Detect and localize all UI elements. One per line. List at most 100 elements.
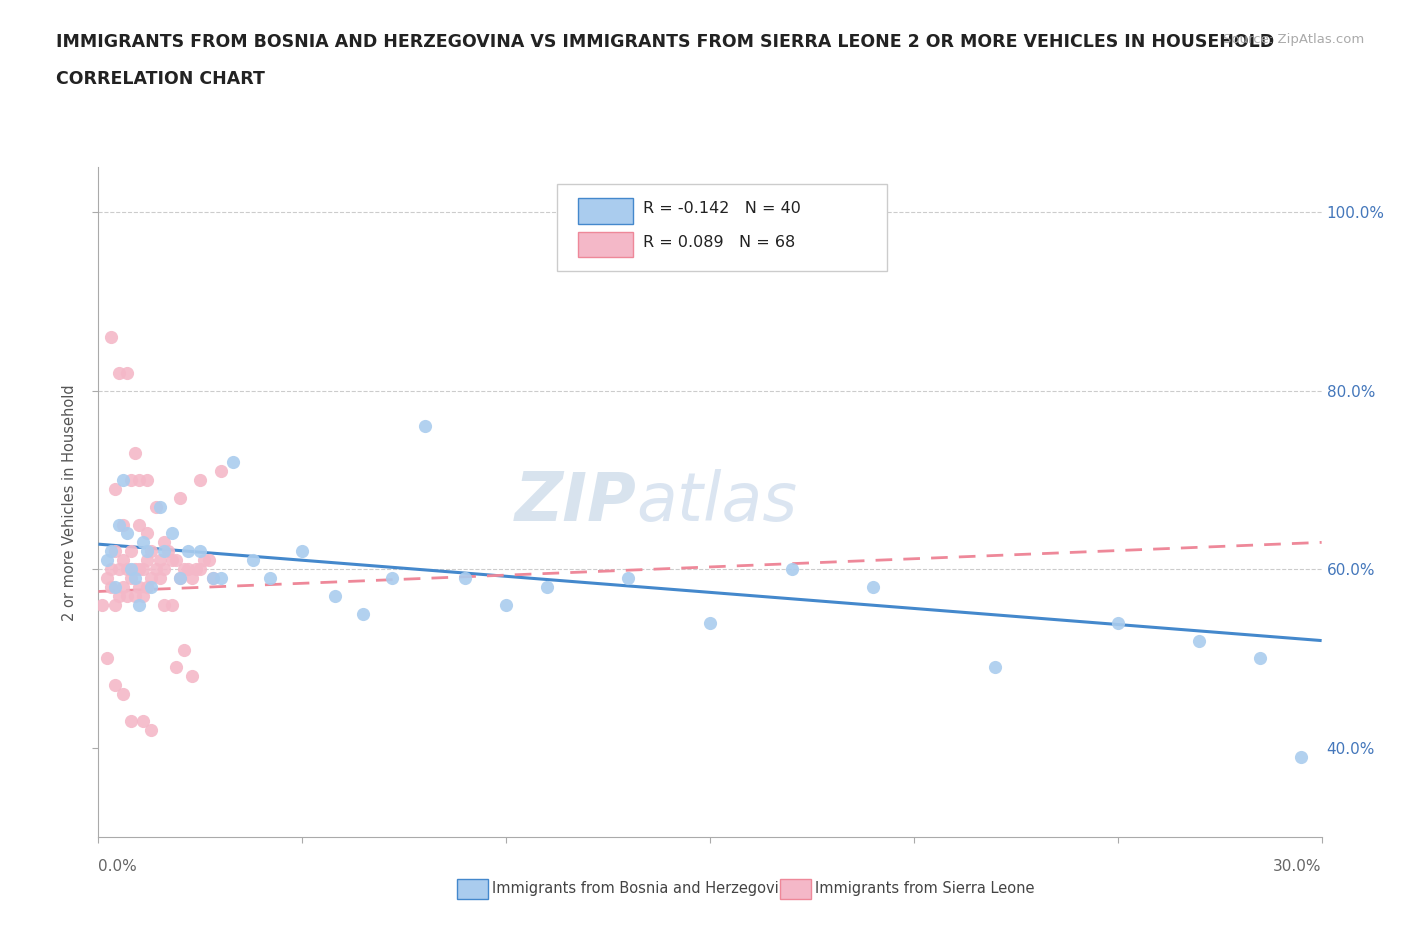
Point — [209, 571, 232, 586]
Point — [115, 526, 138, 541]
Point — [96, 552, 118, 567]
Point — [100, 562, 122, 577]
Point — [132, 535, 155, 550]
Point — [188, 544, 212, 559]
Point — [617, 571, 640, 586]
Point — [152, 597, 174, 612]
Point — [132, 562, 155, 577]
Point — [111, 579, 134, 594]
Point — [1188, 633, 1211, 648]
Point — [201, 571, 224, 586]
Point — [128, 472, 150, 487]
Point — [91, 597, 114, 612]
Point — [128, 517, 150, 532]
Point — [104, 579, 127, 594]
Point — [136, 526, 159, 541]
Point — [1107, 616, 1129, 631]
Point — [111, 552, 134, 567]
Point — [152, 562, 174, 577]
Point — [96, 571, 118, 586]
Point — [104, 482, 127, 497]
Point — [188, 562, 212, 577]
Point — [136, 544, 159, 559]
Text: IMMIGRANTS FROM BOSNIA AND HERZEGOVINA VS IMMIGRANTS FROM SIERRA LEONE 2 OR MORE: IMMIGRANTS FROM BOSNIA AND HERZEGOVINA V… — [56, 33, 1274, 50]
Point — [454, 571, 477, 586]
Point — [128, 597, 150, 612]
Point — [181, 669, 204, 684]
Point — [197, 552, 219, 567]
Point — [111, 472, 134, 487]
Point — [222, 455, 245, 470]
Point — [149, 571, 172, 586]
Point — [108, 562, 131, 577]
Point — [156, 544, 179, 559]
Point — [862, 579, 884, 594]
Point — [177, 562, 200, 577]
Point — [209, 463, 232, 478]
Point — [136, 472, 159, 487]
Point — [124, 562, 146, 577]
Point — [124, 589, 146, 604]
Text: 0.0%: 0.0% — [98, 859, 138, 874]
Point — [242, 552, 264, 567]
Text: R = -0.142   N = 40: R = -0.142 N = 40 — [643, 202, 800, 217]
Point — [100, 579, 122, 594]
Point — [201, 571, 224, 586]
Point — [173, 562, 195, 577]
FancyBboxPatch shape — [578, 232, 633, 257]
Point — [193, 552, 215, 567]
Point — [780, 562, 803, 577]
Point — [115, 365, 138, 380]
Point — [108, 365, 131, 380]
Point — [128, 562, 150, 577]
Point — [173, 642, 195, 657]
Point — [124, 445, 146, 460]
Point — [160, 552, 183, 567]
Point — [188, 472, 212, 487]
Point — [141, 579, 163, 594]
Text: atlas: atlas — [637, 470, 797, 535]
Point — [100, 329, 122, 344]
Point — [132, 589, 155, 604]
Point — [120, 472, 142, 487]
Point — [149, 499, 172, 514]
Y-axis label: 2 or more Vehicles in Household: 2 or more Vehicles in Household — [62, 384, 77, 620]
Point — [136, 552, 159, 567]
Point — [984, 660, 1007, 675]
Point — [165, 552, 187, 567]
Point — [104, 597, 127, 612]
Point — [323, 589, 346, 604]
FancyBboxPatch shape — [578, 198, 633, 223]
Point — [145, 499, 167, 514]
Text: Immigrants from Bosnia and Herzegovina: Immigrants from Bosnia and Herzegovina — [492, 881, 797, 896]
Point — [141, 544, 163, 559]
Point — [136, 579, 159, 594]
Point — [128, 579, 150, 594]
Point — [152, 535, 174, 550]
Point — [104, 544, 127, 559]
Point — [108, 517, 131, 532]
Point — [111, 686, 134, 701]
Point — [1291, 750, 1313, 764]
Point — [536, 579, 558, 594]
Point — [177, 544, 200, 559]
Point — [104, 678, 127, 693]
Point — [132, 713, 155, 728]
Point — [115, 589, 138, 604]
Point — [111, 517, 134, 532]
Point — [160, 526, 183, 541]
Text: Source: ZipAtlas.com: Source: ZipAtlas.com — [1223, 33, 1364, 46]
Point — [141, 571, 163, 586]
Point — [120, 571, 142, 586]
Point — [699, 616, 721, 631]
Point — [100, 544, 122, 559]
Point — [124, 571, 146, 586]
Point — [152, 544, 174, 559]
Point — [169, 571, 191, 586]
FancyBboxPatch shape — [557, 184, 887, 272]
Point — [141, 723, 163, 737]
Point — [165, 660, 187, 675]
Text: CORRELATION CHART: CORRELATION CHART — [56, 70, 266, 87]
Point — [291, 544, 314, 559]
Text: Immigrants from Sierra Leone: Immigrants from Sierra Leone — [815, 881, 1035, 896]
